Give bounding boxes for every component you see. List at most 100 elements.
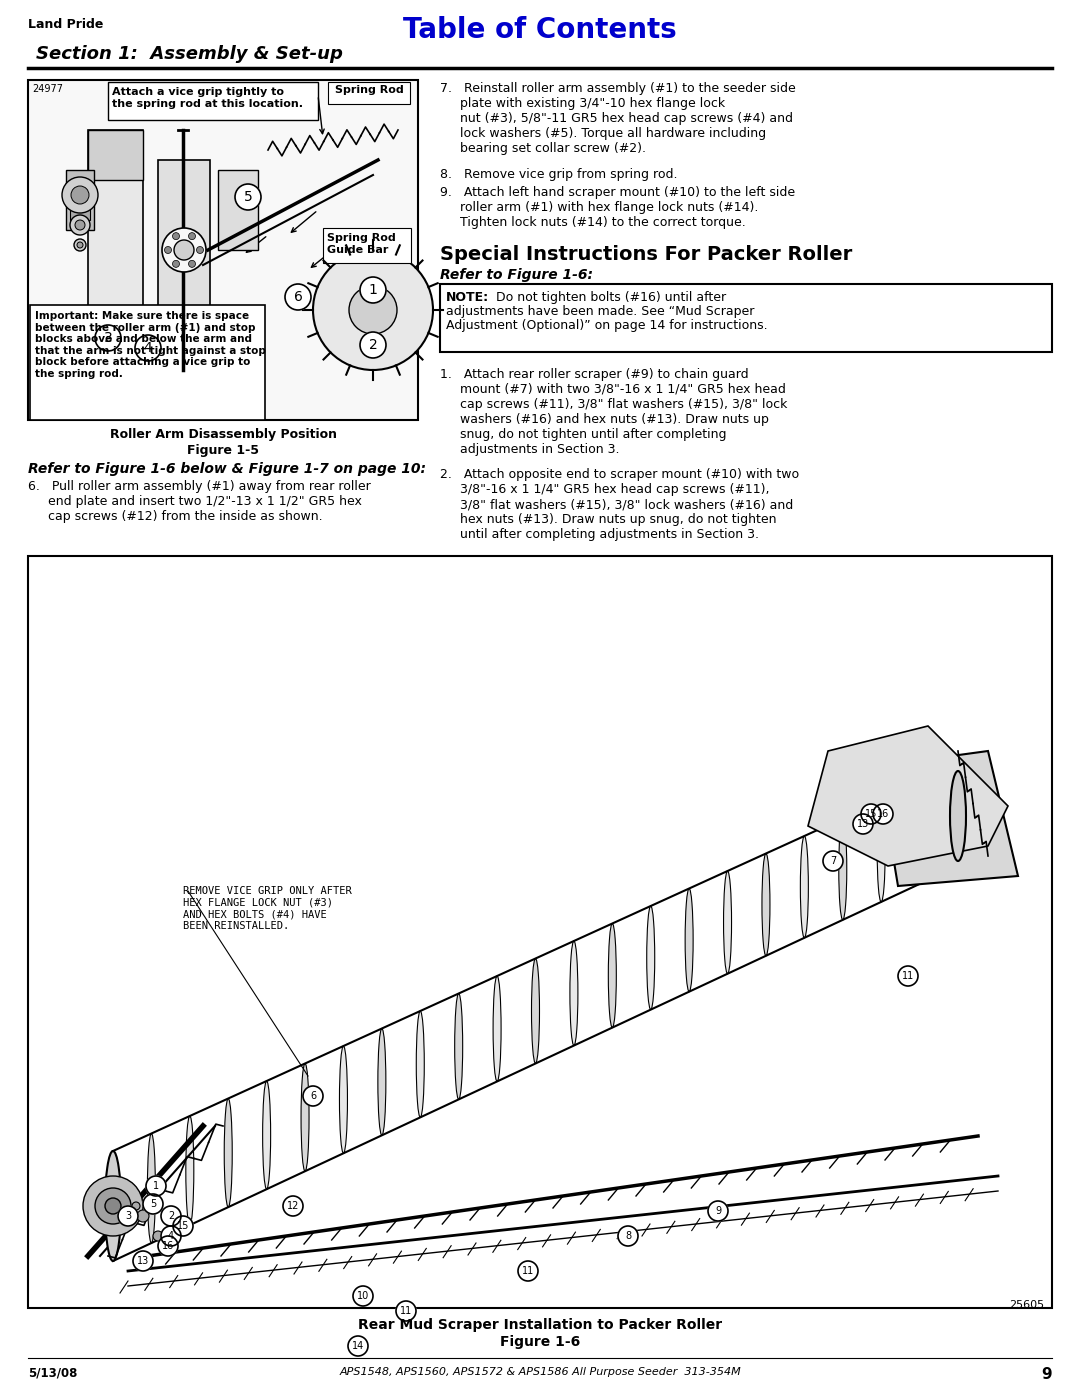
- Text: 15: 15: [865, 809, 877, 819]
- Ellipse shape: [950, 771, 966, 861]
- Text: Refer to Figure 1-6 below & Figure 1-7 on page 10:: Refer to Figure 1-6 below & Figure 1-7 o…: [28, 462, 426, 476]
- Text: 15: 15: [177, 1221, 189, 1231]
- Circle shape: [161, 1206, 181, 1227]
- Circle shape: [173, 1215, 193, 1236]
- Circle shape: [189, 233, 195, 240]
- Circle shape: [189, 260, 195, 267]
- Circle shape: [360, 332, 386, 358]
- Circle shape: [164, 246, 172, 253]
- Ellipse shape: [877, 800, 886, 902]
- Text: Special Instructions For Packer Roller: Special Instructions For Packer Roller: [440, 244, 852, 264]
- Text: 6.   Pull roller arm assembly (#1) away from rear roller
     end plate and inse: 6. Pull roller arm assembly (#1) away fr…: [28, 481, 370, 522]
- Bar: [87, 130, 143, 310]
- Bar: [87, 130, 143, 180]
- Text: Important: Make sure there is space
between the roller arm (#1) and stop
blocks : Important: Make sure there is space betw…: [35, 312, 266, 379]
- Circle shape: [95, 326, 121, 351]
- Circle shape: [146, 1176, 166, 1196]
- Text: 13: 13: [856, 819, 869, 828]
- Circle shape: [62, 177, 98, 212]
- Text: Roller Arm Disassembly Position: Roller Arm Disassembly Position: [109, 427, 337, 441]
- Circle shape: [83, 1176, 143, 1236]
- Bar: [328, 82, 410, 103]
- Ellipse shape: [378, 1028, 386, 1136]
- Bar: [218, 170, 258, 250]
- Circle shape: [118, 1206, 138, 1227]
- Text: Figure 1-6: Figure 1-6: [500, 1336, 580, 1350]
- Circle shape: [173, 260, 179, 267]
- Text: Do not tighten bolts (#16) until after: Do not tighten bolts (#16) until after: [488, 291, 726, 305]
- Text: APS1548, APS1560, APS1572 & APS1586 All Purpose Seeder  313-354M: APS1548, APS1560, APS1572 & APS1586 All …: [339, 1368, 741, 1377]
- Circle shape: [174, 240, 194, 260]
- Ellipse shape: [416, 1011, 424, 1118]
- Text: 2: 2: [167, 1211, 174, 1221]
- Text: Spring Rod
Guide Bar: Spring Rod Guide Bar: [327, 233, 395, 254]
- Ellipse shape: [916, 784, 923, 884]
- Circle shape: [349, 286, 397, 334]
- Ellipse shape: [608, 923, 617, 1028]
- Text: 3: 3: [125, 1211, 131, 1221]
- Circle shape: [313, 250, 433, 370]
- Circle shape: [873, 805, 893, 824]
- Circle shape: [77, 242, 83, 249]
- Ellipse shape: [724, 870, 731, 974]
- Text: 14: 14: [352, 1341, 364, 1351]
- Circle shape: [173, 233, 179, 240]
- Text: 6: 6: [294, 291, 302, 305]
- Circle shape: [132, 1201, 140, 1210]
- Ellipse shape: [109, 1151, 117, 1261]
- Text: Table of Contents: Table of Contents: [403, 15, 677, 43]
- Circle shape: [396, 1301, 416, 1322]
- Text: 7: 7: [829, 856, 836, 866]
- Bar: [70, 180, 90, 219]
- Text: Attach a vice grip tightly to
the spring rod at this location.: Attach a vice grip tightly to the spring…: [112, 87, 303, 109]
- Circle shape: [70, 215, 90, 235]
- Circle shape: [348, 1336, 368, 1356]
- Text: 9: 9: [715, 1206, 721, 1215]
- Text: 5: 5: [244, 190, 253, 204]
- Ellipse shape: [685, 888, 693, 992]
- Circle shape: [823, 851, 843, 870]
- Text: 11: 11: [522, 1266, 535, 1275]
- Text: NOTE:: NOTE:: [446, 291, 489, 305]
- Text: 10: 10: [356, 1291, 369, 1301]
- Ellipse shape: [839, 819, 847, 919]
- Bar: [323, 228, 411, 263]
- Text: 5/13/08: 5/13/08: [28, 1368, 78, 1380]
- Bar: [28, 556, 1052, 1308]
- Circle shape: [158, 1236, 178, 1256]
- Text: 3: 3: [104, 331, 112, 345]
- Text: 4: 4: [167, 1231, 174, 1241]
- Ellipse shape: [147, 1133, 156, 1243]
- Ellipse shape: [954, 766, 962, 866]
- Circle shape: [133, 1250, 153, 1271]
- Text: 11: 11: [400, 1306, 413, 1316]
- Text: 25605: 25605: [1009, 1301, 1044, 1310]
- Circle shape: [197, 246, 203, 253]
- Text: Land Pride: Land Pride: [28, 18, 104, 31]
- Circle shape: [235, 184, 261, 210]
- Circle shape: [75, 219, 85, 231]
- Circle shape: [75, 239, 86, 251]
- Circle shape: [353, 1287, 373, 1306]
- Text: 7.   Reinstall roller arm assembly (#1) to the seeder side
     plate with exist: 7. Reinstall roller arm assembly (#1) to…: [440, 82, 796, 155]
- Text: 16: 16: [877, 809, 889, 819]
- Circle shape: [161, 1227, 181, 1246]
- Bar: [30, 305, 265, 420]
- Circle shape: [861, 805, 881, 824]
- Circle shape: [618, 1227, 638, 1246]
- Text: Rear Mud Scraper Installation to Packer Roller: Rear Mud Scraper Installation to Packer …: [357, 1317, 723, 1331]
- Text: 11: 11: [902, 971, 914, 981]
- Ellipse shape: [762, 854, 770, 956]
- Text: 13: 13: [137, 1256, 149, 1266]
- Text: 4: 4: [144, 341, 152, 355]
- Ellipse shape: [186, 1116, 193, 1225]
- Text: 9: 9: [1041, 1368, 1052, 1382]
- Ellipse shape: [570, 942, 578, 1045]
- Circle shape: [360, 277, 386, 303]
- Text: Figure 1-5: Figure 1-5: [187, 444, 259, 457]
- Ellipse shape: [494, 977, 501, 1081]
- Text: 16: 16: [162, 1241, 174, 1250]
- Text: Section 1:  Assembly & Set-up: Section 1: Assembly & Set-up: [36, 45, 342, 63]
- Bar: [108, 82, 318, 120]
- Text: 24977: 24977: [32, 84, 63, 94]
